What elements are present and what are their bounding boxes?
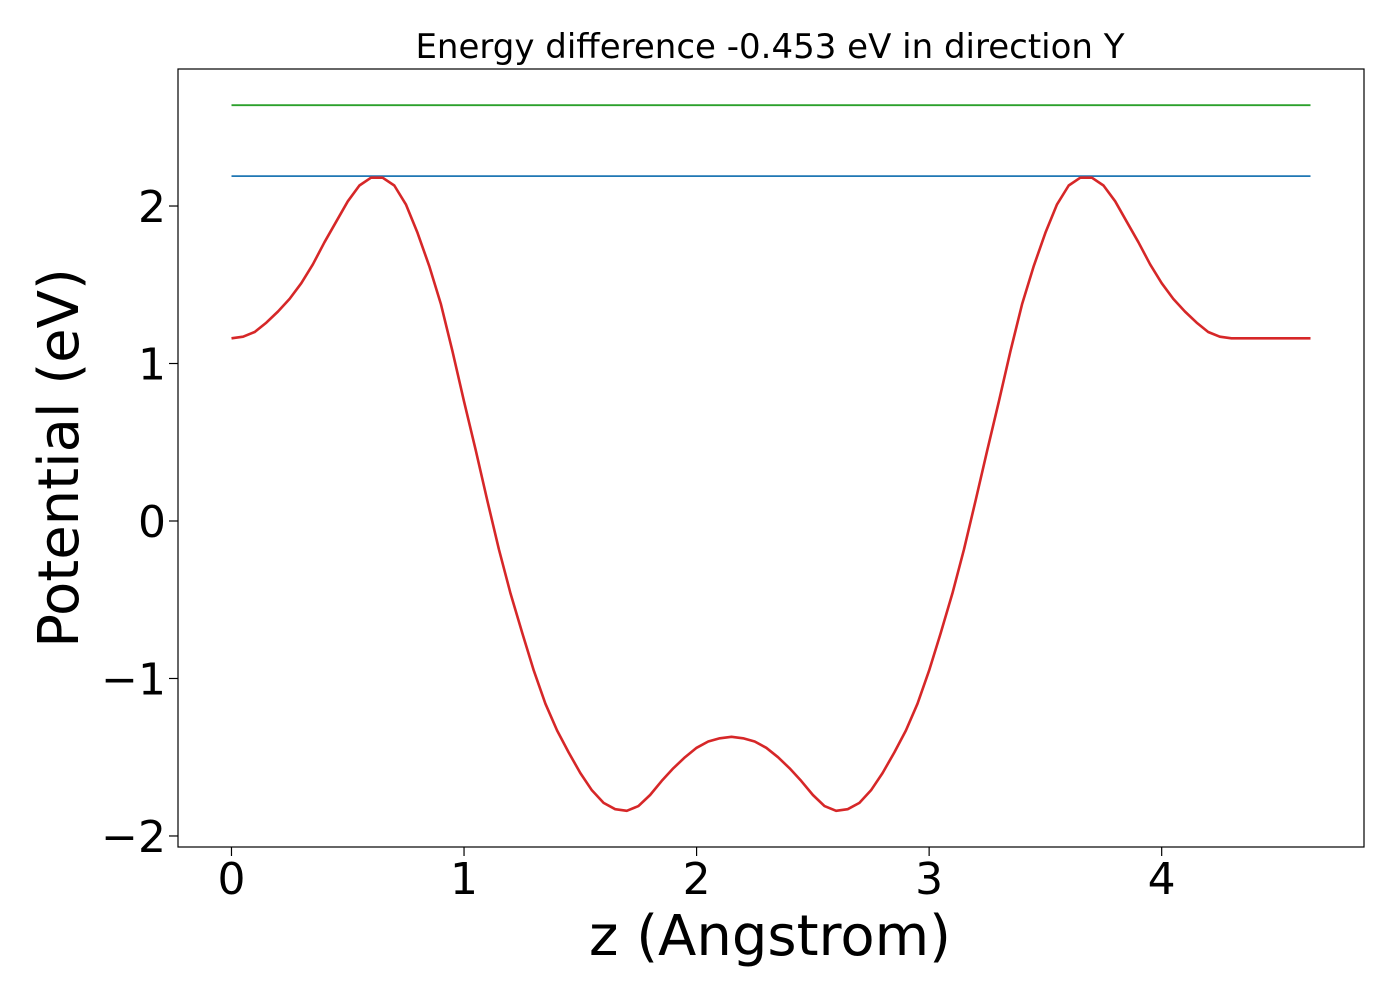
series-line-2 — [231, 176, 1311, 813]
x-tick-label: 4 — [1148, 854, 1176, 905]
plot-area — [177, 68, 1365, 848]
x-tick-label: 0 — [217, 854, 245, 905]
chart-title: Energy difference -0.453 eV in direction… — [415, 27, 1124, 67]
x-axis-label: z (Angstrom) — [589, 904, 951, 969]
y-tick-label: −1 — [101, 654, 166, 705]
plot-frame — [177, 68, 1365, 848]
x-tick-label: 1 — [450, 854, 478, 905]
y-tick-label: 2 — [138, 182, 166, 233]
y-axis: −2 −1 0 1 2 — [101, 182, 178, 863]
x-tick-label: 3 — [915, 854, 943, 905]
x-tick-label: 2 — [683, 854, 711, 905]
x-axis: 0 1 2 3 4 — [217, 847, 1176, 905]
y-tick-label: 0 — [138, 497, 166, 548]
y-axis-label: Potential (eV) — [27, 268, 92, 648]
y-tick-label: 1 — [138, 340, 166, 391]
y-tick-label: −2 — [101, 812, 166, 863]
